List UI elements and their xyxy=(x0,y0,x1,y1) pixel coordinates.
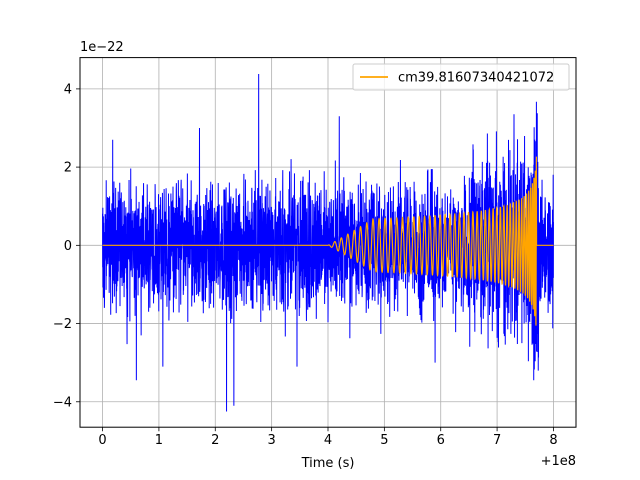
x-tick-label: 5 xyxy=(380,433,388,448)
axis-ticks: 0 1 2 3 4 5 6 7 8 −4 −2 0 2 4 xyxy=(53,82,558,448)
legend: cm39.81607340421072 xyxy=(352,63,570,91)
y-tick-label: 2 xyxy=(64,161,72,176)
y-tick-label: −4 xyxy=(53,395,72,410)
y-tick-label: 4 xyxy=(64,82,72,97)
legend-label-chirp: cm39.81607340421072 xyxy=(398,71,554,86)
x-tick-label: 2 xyxy=(211,433,219,448)
x-axis-label: Time (s) xyxy=(301,456,355,471)
x-tick-label: 7 xyxy=(493,433,501,448)
series-group xyxy=(102,74,554,412)
x-tick-label: 8 xyxy=(549,433,557,448)
y-scale-text: 1e−22 xyxy=(80,40,124,55)
x-tick-label: 0 xyxy=(98,433,106,448)
y-tick-label: −2 xyxy=(53,317,72,332)
x-offset-text: +1e8 xyxy=(541,454,576,469)
y-tick-label: 0 xyxy=(64,239,72,254)
x-tick-label: 1 xyxy=(155,433,163,448)
chirp-series-line xyxy=(102,156,554,326)
x-tick-label: 4 xyxy=(324,433,332,448)
x-tick-label: 6 xyxy=(437,433,445,448)
legend-box xyxy=(352,63,570,91)
x-tick-label: 3 xyxy=(267,433,275,448)
